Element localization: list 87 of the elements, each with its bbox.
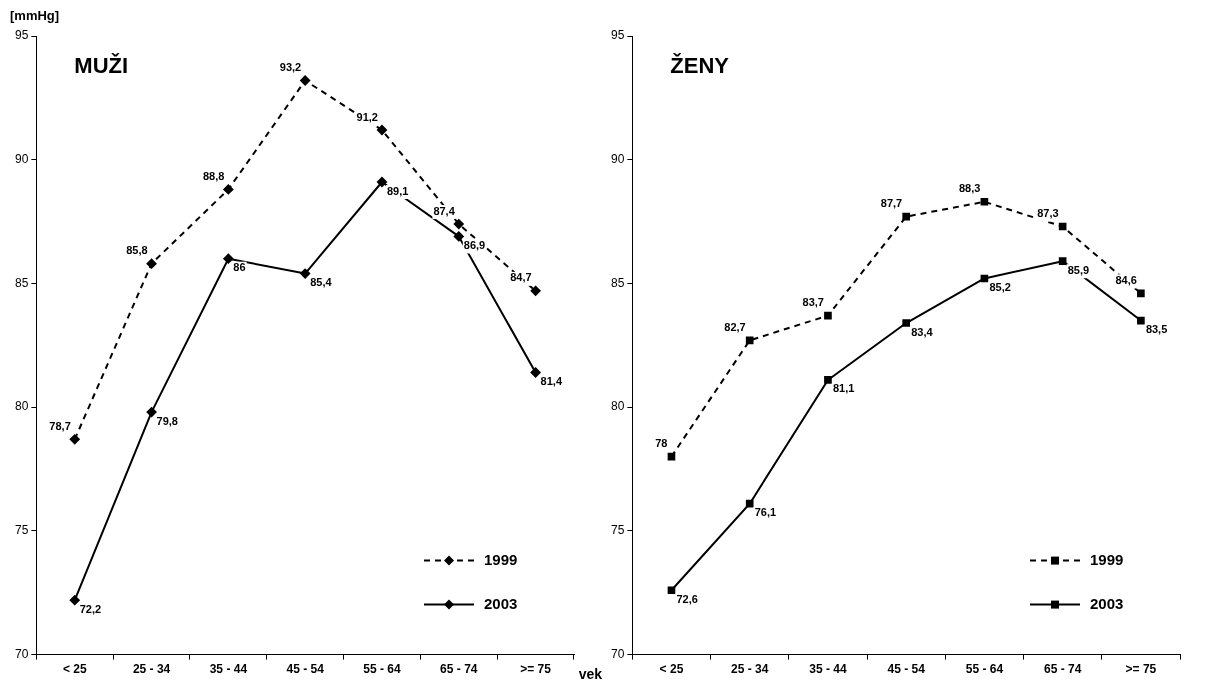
point	[376, 176, 387, 187]
y-tick-label: 80	[610, 399, 625, 414]
data-label: 86	[233, 261, 246, 274]
y-axis-title: [mmHg]	[10, 8, 60, 24]
data-label: 81,4	[540, 375, 563, 388]
data-label: 85,2	[989, 281, 1011, 294]
point	[223, 184, 234, 195]
point	[300, 268, 311, 279]
legend-label: 2003	[484, 594, 518, 612]
point	[1137, 289, 1145, 298]
x-tick-label: >= 75	[520, 662, 552, 677]
point	[69, 434, 80, 445]
data-label: 76,1	[754, 506, 777, 519]
x-tick-label: 35 - 44	[209, 662, 248, 677]
x-tick-label: 25 - 34	[132, 662, 171, 677]
point	[1058, 257, 1067, 265]
y-tick-label: 70	[14, 646, 29, 661]
point	[1137, 316, 1145, 325]
data-label: 72,2	[79, 602, 102, 615]
data-label: 87,4	[433, 204, 456, 217]
point	[902, 319, 910, 327]
y-tick-label: 75	[610, 523, 625, 538]
y-tick-label: 85	[610, 275, 625, 290]
y-tick-label: 85	[14, 275, 29, 290]
point	[902, 212, 910, 221]
y-tick-label: 95	[610, 28, 625, 43]
text: MUŽI	[74, 53, 129, 79]
data-label: 83,4	[911, 325, 934, 338]
x-tick-label: 45 - 54	[887, 662, 926, 677]
point	[824, 376, 832, 384]
data-label: 84,6	[1115, 273, 1137, 286]
text: ŽENY	[670, 53, 730, 79]
point	[453, 219, 464, 230]
data-label: 85,9	[1067, 263, 1090, 276]
point	[69, 595, 80, 606]
data-label: 83,5	[1145, 323, 1168, 336]
y-tick-label: 80	[14, 399, 29, 414]
x-tick-label: 35 - 44	[809, 662, 847, 677]
data-label: 78	[655, 437, 668, 450]
x-tick-label: < 25	[62, 662, 87, 677]
point	[146, 258, 157, 269]
y-tick-label: 95	[14, 28, 29, 43]
data-label: 85,4	[310, 276, 333, 289]
data-label: 87,3	[1037, 207, 1059, 220]
data-label: 87,7	[880, 197, 903, 210]
data-label: 82,7	[724, 320, 746, 333]
point	[530, 367, 541, 378]
point	[300, 75, 311, 86]
legend-label: 1999	[1090, 550, 1124, 568]
data-label: 81,1	[832, 382, 855, 395]
y-tick-label: 90	[610, 152, 625, 167]
x-tick-label: 55 - 64	[363, 662, 401, 677]
data-label: 91,2	[356, 110, 378, 123]
legend-label: 1999	[484, 550, 518, 568]
legend-label: 2003	[1090, 594, 1124, 612]
data-label: 93,2	[279, 61, 302, 74]
data-label: 84,7	[510, 271, 532, 284]
x-tick-label: 65 - 74	[1043, 662, 1082, 677]
point	[530, 285, 541, 296]
y-tick-label: 70	[610, 646, 625, 661]
point	[667, 586, 676, 595]
data-label: 72,6	[676, 592, 698, 605]
data-label: 83,7	[802, 296, 824, 309]
y-tick-label: 75	[14, 523, 29, 538]
data-label: 89,1	[386, 184, 409, 197]
point	[745, 499, 754, 508]
point	[453, 231, 464, 242]
x-axis-title: vek	[578, 665, 603, 682]
data-label: 88,3	[959, 182, 981, 195]
x-tick-label: < 25	[659, 662, 684, 677]
data-label: 85,8	[126, 244, 148, 257]
x-tick-label: 25 - 34	[731, 662, 769, 677]
y-tick-label: 90	[14, 152, 29, 167]
x-tick-label: 65 - 74	[440, 662, 478, 677]
point	[745, 336, 754, 345]
point	[980, 197, 989, 206]
x-tick-label: 45 - 54	[286, 662, 325, 677]
point	[146, 407, 157, 418]
point	[824, 311, 832, 320]
data-label: 78,7	[49, 419, 71, 432]
data-label: 86,9	[463, 238, 486, 251]
data-label: 88,8	[202, 169, 225, 182]
x-tick-label: 55 - 64	[965, 662, 1004, 677]
point	[376, 125, 387, 136]
x-tick-label: >= 75	[1125, 662, 1157, 677]
point	[223, 253, 234, 264]
data-label: 79,8	[156, 414, 178, 427]
